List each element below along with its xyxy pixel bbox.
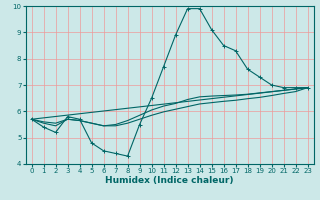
X-axis label: Humidex (Indice chaleur): Humidex (Indice chaleur)	[105, 176, 234, 185]
